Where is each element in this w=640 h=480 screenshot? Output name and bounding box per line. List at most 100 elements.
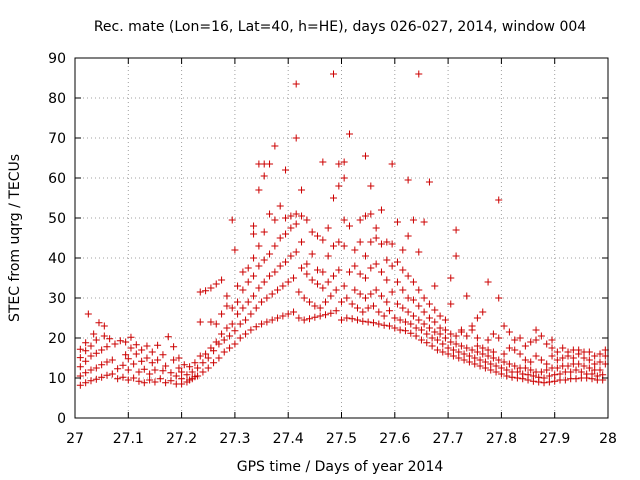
- data-point: [292, 80, 300, 88]
- data-point: [404, 232, 412, 240]
- data-point: [471, 360, 479, 368]
- data-point: [82, 369, 90, 377]
- data-point: [324, 278, 332, 286]
- data-point: [417, 336, 425, 344]
- data-point: [242, 330, 250, 338]
- data-point: [87, 342, 95, 350]
- data-point: [220, 336, 228, 344]
- data-point: [244, 298, 252, 306]
- data-point: [591, 360, 599, 368]
- data-point: [393, 258, 401, 266]
- data-point: [479, 308, 487, 316]
- data-point: [167, 377, 175, 385]
- data-point: [204, 364, 212, 372]
- data-point: [577, 368, 585, 376]
- data-point: [484, 278, 492, 286]
- data-point: [172, 372, 180, 380]
- data-point: [170, 343, 178, 351]
- data-point: [231, 246, 239, 254]
- data-point: [82, 357, 90, 365]
- data-point: [223, 324, 231, 332]
- data-point: [231, 327, 239, 335]
- data-point: [361, 212, 369, 220]
- data-point: [553, 356, 561, 364]
- x-tick-label: 27.6: [379, 431, 410, 447]
- data-point: [76, 354, 84, 362]
- data-point: [375, 320, 383, 328]
- data-point: [415, 248, 423, 256]
- y-tick-label: 10: [48, 371, 66, 387]
- y-tick-label: 40: [48, 251, 66, 267]
- chart-title: Rec. mate (Lon=16, Lat=40, h=HE), days 0…: [94, 19, 586, 35]
- data-point: [385, 322, 393, 330]
- data-point: [228, 320, 236, 328]
- data-point: [596, 358, 604, 366]
- data-point: [596, 350, 604, 358]
- data-point: [340, 174, 348, 182]
- data-point: [380, 321, 388, 329]
- data-point: [108, 356, 116, 364]
- data-point: [431, 318, 439, 326]
- x-tick-label: 27.3: [219, 431, 250, 447]
- data-point: [335, 182, 343, 190]
- x-axis-label: GPS time / Days of year 2014: [237, 459, 444, 475]
- data-point: [356, 270, 364, 278]
- data-point: [298, 238, 306, 246]
- data-point: [425, 314, 433, 322]
- data-point: [388, 288, 396, 296]
- data-point: [252, 304, 260, 312]
- data-point: [260, 228, 268, 236]
- data-point: [114, 375, 122, 383]
- data-point: [433, 346, 441, 354]
- data-point: [353, 304, 361, 312]
- data-point: [492, 368, 500, 376]
- data-point: [383, 238, 391, 246]
- data-point: [292, 220, 300, 228]
- data-point: [282, 258, 290, 266]
- data-point: [135, 377, 143, 385]
- data-point: [212, 280, 220, 288]
- data-point: [484, 346, 492, 354]
- data-point: [244, 264, 252, 272]
- data-point: [319, 268, 327, 276]
- data-point: [599, 371, 607, 379]
- data-point: [439, 340, 447, 348]
- data-point: [535, 373, 543, 381]
- data-point: [447, 338, 455, 346]
- data-point: [335, 238, 343, 246]
- data-point: [425, 300, 433, 308]
- data-point: [441, 316, 449, 324]
- y-tick-label: 30: [48, 291, 66, 307]
- data-point: [159, 367, 167, 375]
- data-point: [572, 375, 580, 383]
- data-point: [420, 308, 428, 316]
- data-point: [452, 332, 460, 340]
- data-point: [284, 278, 292, 286]
- data-point: [591, 352, 599, 360]
- data-point: [290, 274, 298, 282]
- data-point: [399, 304, 407, 312]
- data-point: [298, 186, 306, 194]
- data-point: [511, 336, 519, 344]
- data-point: [330, 272, 338, 280]
- data-point: [521, 364, 529, 372]
- data-point: [239, 268, 247, 276]
- y-axis-label: STEC from uqrg / TECUs: [7, 154, 23, 322]
- x-tick-label: 27.9: [539, 431, 570, 447]
- data-point: [585, 356, 593, 364]
- data-point: [529, 372, 537, 380]
- data-point: [460, 350, 468, 358]
- data-point: [282, 166, 290, 174]
- data-point: [540, 374, 548, 382]
- data-point: [282, 230, 290, 238]
- data-point: [298, 264, 306, 272]
- data-point: [556, 370, 564, 378]
- data-point: [433, 336, 441, 344]
- data-point: [114, 365, 122, 373]
- data-point: [151, 366, 159, 374]
- data-point: [271, 242, 279, 250]
- data-point: [497, 364, 505, 372]
- data-point: [143, 342, 151, 350]
- data-point: [220, 348, 228, 356]
- data-point: [263, 318, 271, 326]
